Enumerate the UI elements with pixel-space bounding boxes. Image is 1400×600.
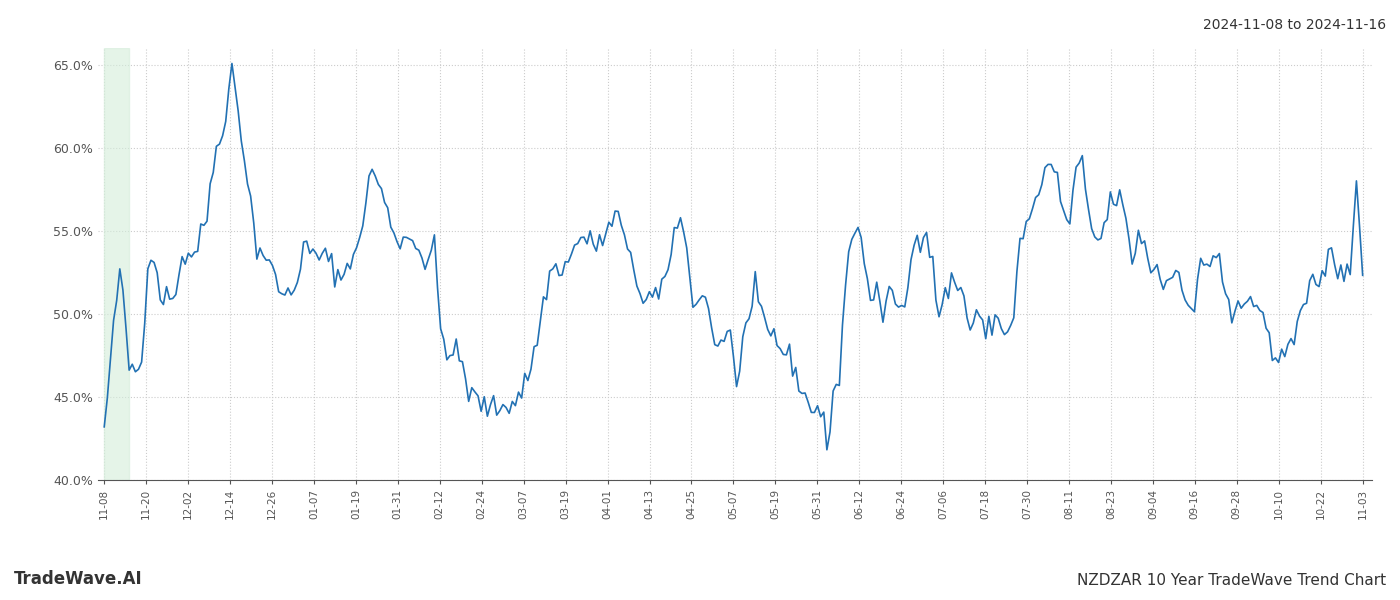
Text: NZDZAR 10 Year TradeWave Trend Chart: NZDZAR 10 Year TradeWave Trend Chart (1077, 573, 1386, 588)
Text: TradeWave.AI: TradeWave.AI (14, 570, 143, 588)
Bar (104, 48, 129, 480)
Text: 2024-11-08 to 2024-11-16: 2024-11-08 to 2024-11-16 (1203, 18, 1386, 32)
